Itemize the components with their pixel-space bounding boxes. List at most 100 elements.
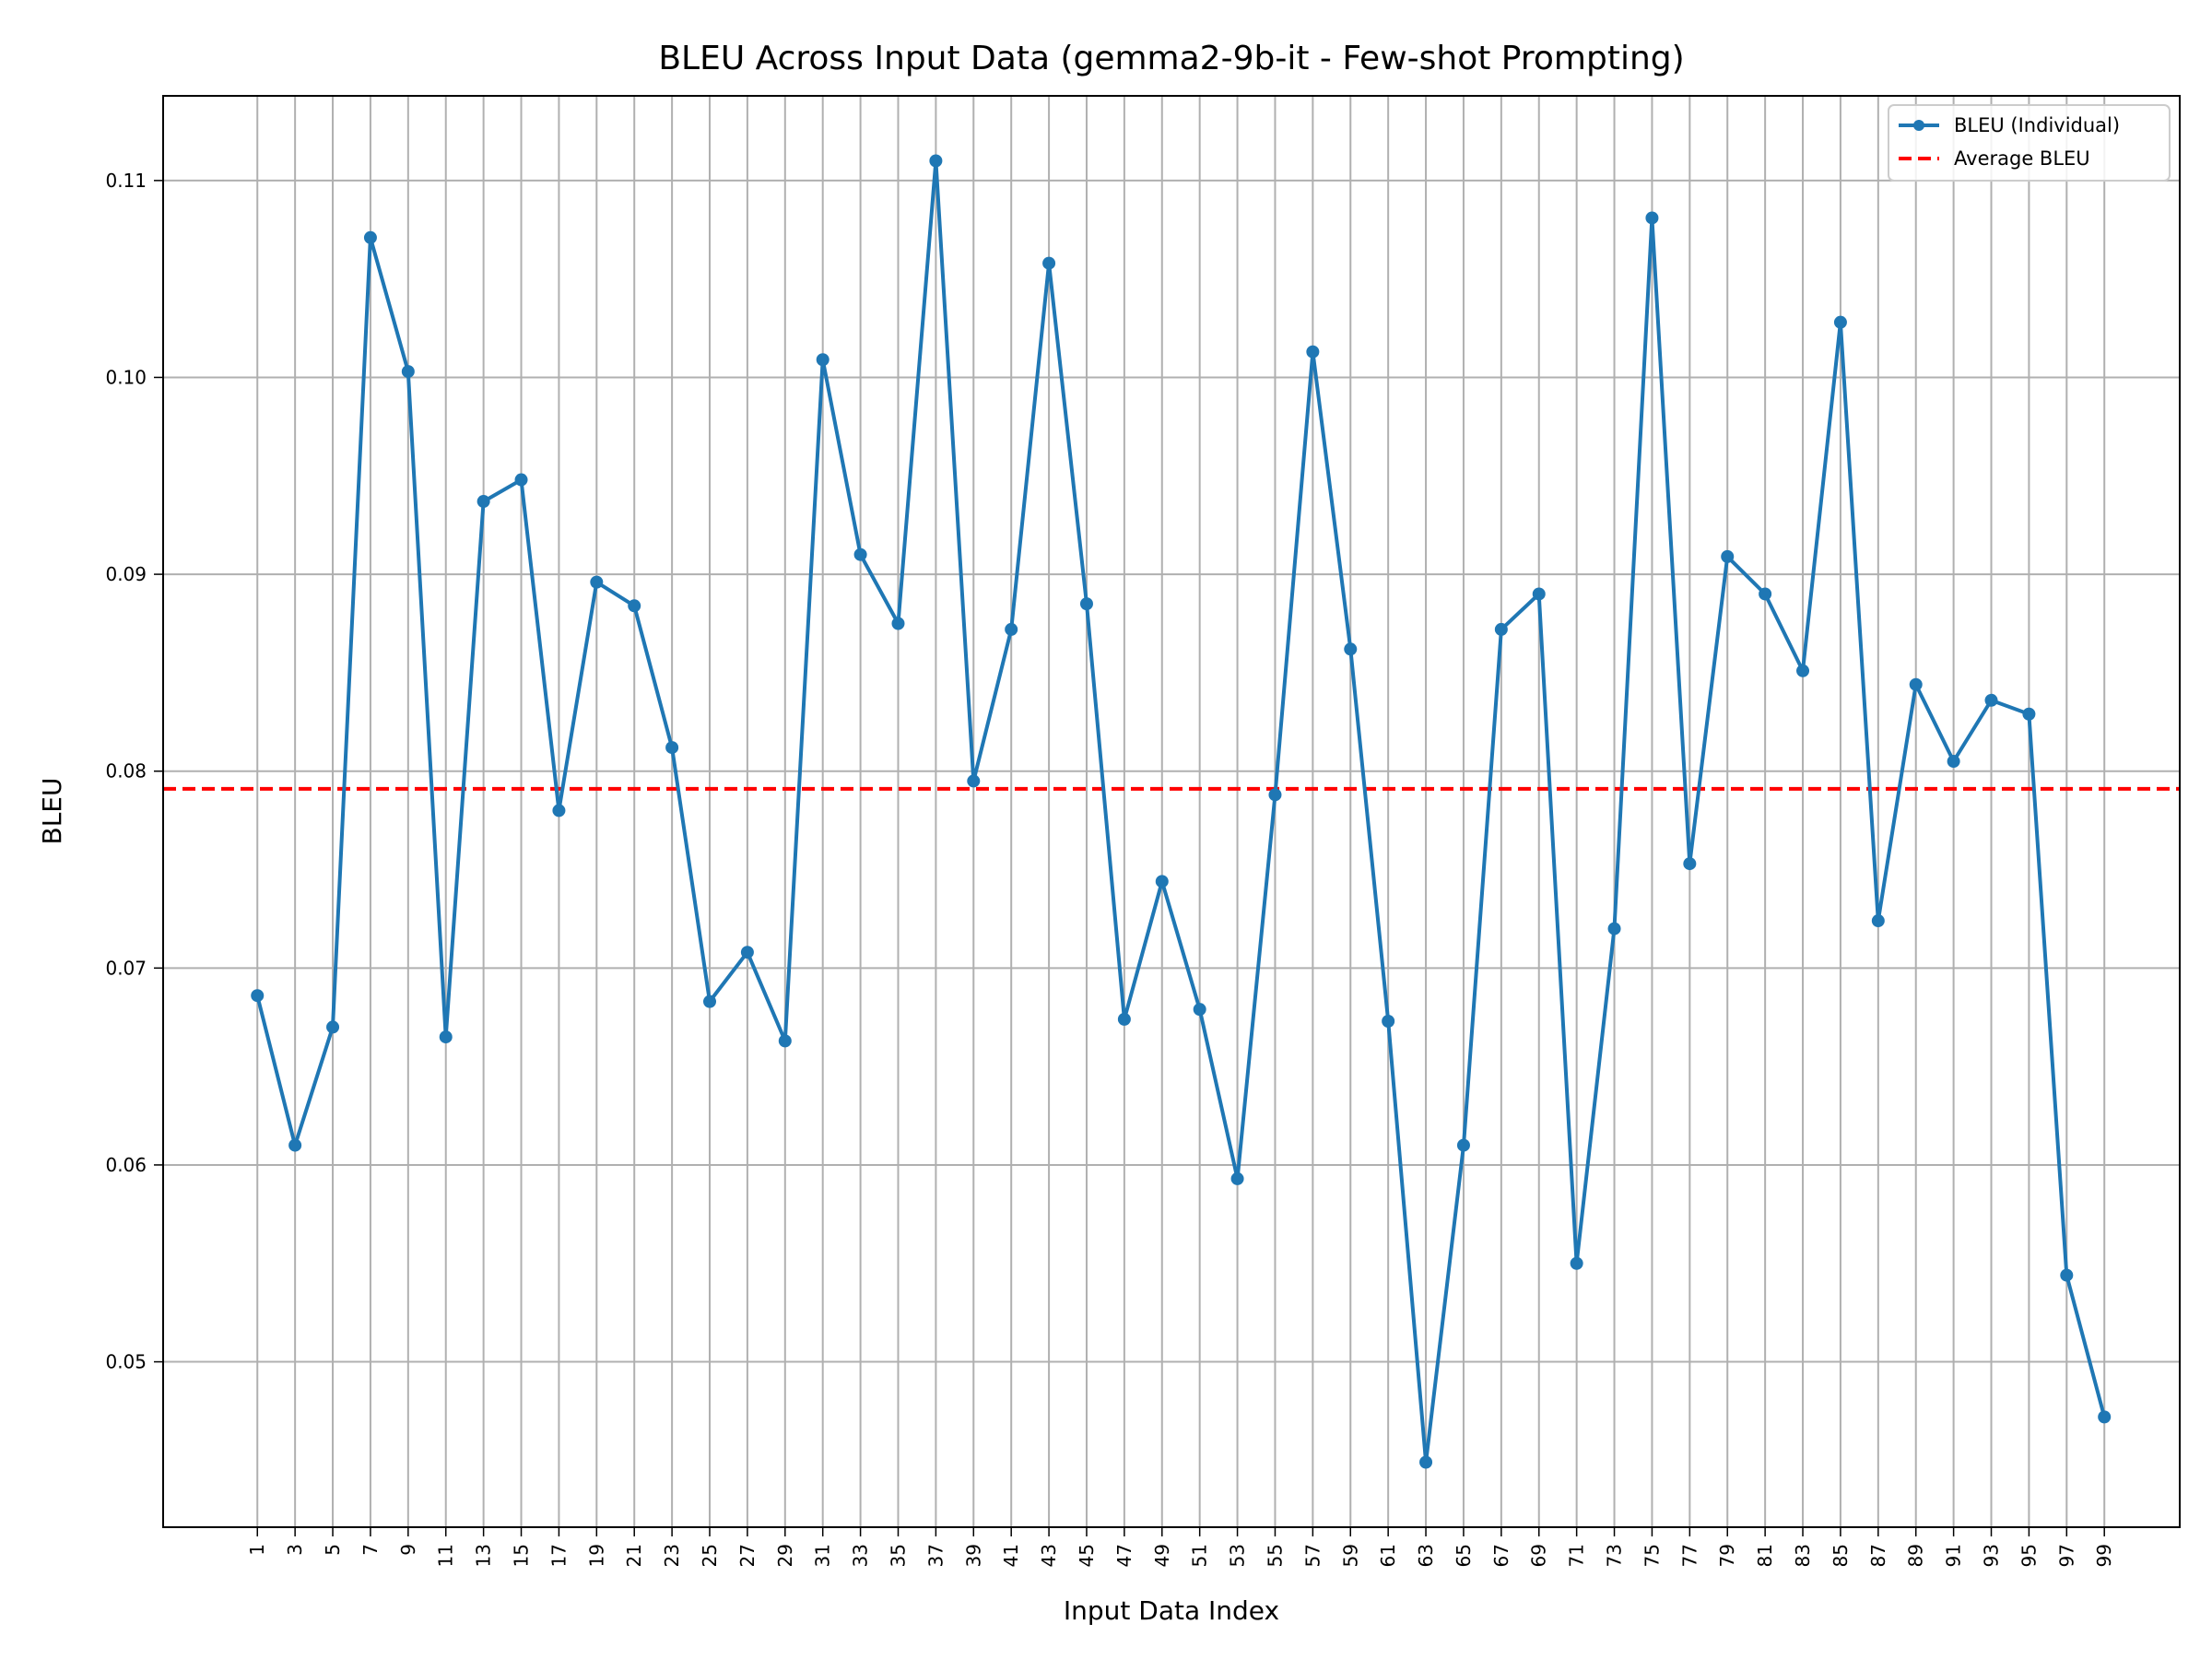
y-tick-label: 0.08 xyxy=(105,760,147,782)
x-tick-label: 35 xyxy=(887,1544,909,1567)
x-tick-label: 65 xyxy=(1453,1544,1475,1567)
legend-label-average: Average BLEU xyxy=(1954,147,2090,170)
x-tick-label: 59 xyxy=(1339,1544,1361,1567)
data-point xyxy=(1721,549,1735,563)
x-tick-label: 53 xyxy=(1227,1544,1249,1567)
x-tick-label: 19 xyxy=(585,1544,607,1567)
x-tick-label: 5 xyxy=(322,1544,344,1556)
data-point xyxy=(1833,315,1847,329)
data-point xyxy=(1193,1003,1206,1017)
x-tick-label: 91 xyxy=(1943,1544,1965,1567)
data-point xyxy=(288,1138,302,1152)
data-point xyxy=(1079,597,1093,611)
y-tick-label: 0.05 xyxy=(105,1351,147,1373)
data-point xyxy=(251,989,265,1003)
x-tick-label: 73 xyxy=(1604,1544,1626,1567)
x-tick-label: 25 xyxy=(699,1544,721,1567)
data-point xyxy=(1419,1455,1433,1469)
data-point xyxy=(967,774,981,788)
data-point xyxy=(929,154,943,168)
y-tick-label: 0.11 xyxy=(105,170,147,192)
x-tick-label: 9 xyxy=(397,1544,419,1556)
series-layer xyxy=(255,159,2107,1465)
x-tick-label: 7 xyxy=(359,1544,382,1556)
data-point xyxy=(552,804,566,818)
data-point xyxy=(1947,755,1960,769)
data-point xyxy=(1230,1171,1244,1185)
x-tick-label: 67 xyxy=(1490,1544,1512,1567)
data-point xyxy=(703,994,717,1008)
x-tick-label: 97 xyxy=(2055,1544,2077,1567)
x-tick-label: 31 xyxy=(812,1544,834,1567)
y-tick-label: 0.10 xyxy=(105,366,147,388)
data-point xyxy=(1570,1256,1583,1270)
x-tick-label: 29 xyxy=(774,1544,796,1567)
x-tick-label: 61 xyxy=(1377,1544,1399,1567)
x-tick-label: 49 xyxy=(1151,1544,1173,1567)
x-tick-label: 99 xyxy=(2093,1544,2115,1567)
data-point xyxy=(2098,1410,2112,1424)
x-tick-label: 15 xyxy=(511,1544,533,1567)
x-tick-label: 17 xyxy=(547,1544,570,1567)
x-tick-label: 3 xyxy=(284,1544,306,1556)
data-point xyxy=(1683,857,1697,871)
data-point xyxy=(1909,677,1923,691)
x-tick-label: 51 xyxy=(1189,1544,1211,1567)
x-tick-label: 21 xyxy=(623,1544,645,1567)
data-point xyxy=(891,617,905,630)
ticks: 1 3 5 7 9 11 13 15 17 19 21 23 25 27 29 31 33 35 37 39 41 43 4… xyxy=(105,170,2115,1568)
data-point xyxy=(1456,1138,1470,1152)
data-point xyxy=(1645,211,1659,225)
x-tick-label: 55 xyxy=(1264,1544,1286,1567)
x-tick-label: 39 xyxy=(962,1544,984,1567)
x-tick-label: 37 xyxy=(924,1544,947,1567)
x-axis-label: Input Data Index xyxy=(1064,1595,1279,1626)
x-tick-label: 27 xyxy=(736,1544,759,1567)
x-tick-label: 77 xyxy=(1678,1544,1700,1567)
x-tick-label: 83 xyxy=(1792,1544,1814,1567)
x-tick-label: 23 xyxy=(661,1544,683,1567)
data-point xyxy=(1042,256,1056,270)
y-tick-label: 0.07 xyxy=(105,957,147,979)
data-point xyxy=(1607,922,1621,935)
legend-label-individual: BLEU (Individual) xyxy=(1954,114,2120,136)
data-point xyxy=(1984,693,1998,707)
x-tick-label: 41 xyxy=(1000,1544,1022,1567)
x-tick-label: 75 xyxy=(1641,1544,1663,1567)
data-point xyxy=(1532,587,1546,601)
data-point xyxy=(1494,622,1508,636)
data-point xyxy=(778,1034,792,1048)
y-tick-label: 0.09 xyxy=(105,563,147,585)
x-tick-label: 43 xyxy=(1038,1544,1060,1567)
data-point xyxy=(1155,875,1169,888)
data-point xyxy=(2060,1268,2074,1282)
x-tick-label: 85 xyxy=(1830,1544,1852,1567)
data-point xyxy=(628,599,641,613)
data-point xyxy=(665,741,679,755)
grid xyxy=(163,96,2180,1527)
data-point xyxy=(514,473,528,487)
x-tick-label: 95 xyxy=(2018,1544,2040,1567)
x-tick-label: 71 xyxy=(1566,1544,1588,1567)
y-axis-label: BLEU xyxy=(37,778,67,845)
data-point xyxy=(1796,664,1810,677)
data-point xyxy=(363,230,377,244)
points-layer xyxy=(251,154,2112,1469)
x-tick-label: 81 xyxy=(1754,1544,1776,1567)
data-point xyxy=(816,353,830,367)
x-tick-label: 13 xyxy=(473,1544,495,1567)
x-tick-label: 63 xyxy=(1415,1544,1437,1567)
x-tick-label: 89 xyxy=(1905,1544,1927,1567)
x-tick-label: 47 xyxy=(1113,1544,1135,1567)
data-point xyxy=(1344,642,1358,656)
legend: BLEU (Individual) Average BLEU xyxy=(1888,104,2171,182)
x-tick-label: 93 xyxy=(1981,1544,2003,1567)
data-point xyxy=(1759,587,1772,601)
x-tick-label: 87 xyxy=(1867,1544,1889,1567)
y-tick-label: 0.06 xyxy=(105,1154,147,1176)
data-point xyxy=(439,1030,453,1044)
data-point xyxy=(477,495,490,509)
x-tick-label: 57 xyxy=(1301,1544,1324,1567)
data-point xyxy=(1306,345,1320,359)
